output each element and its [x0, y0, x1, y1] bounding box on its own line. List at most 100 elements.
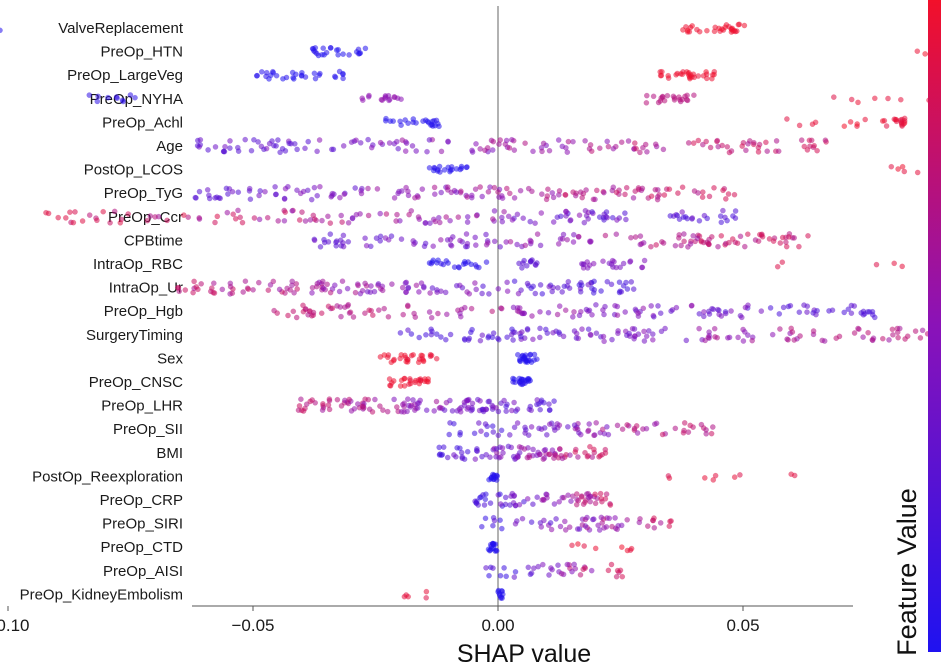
data-point — [503, 573, 510, 580]
data-point — [640, 305, 647, 312]
data-point — [294, 187, 300, 193]
data-point — [405, 593, 412, 600]
data-point — [724, 143, 731, 150]
data-point — [411, 310, 417, 317]
data-point — [720, 187, 726, 194]
data-point — [482, 515, 489, 522]
data-point — [550, 329, 556, 336]
data-point — [512, 569, 519, 575]
data-point — [117, 219, 124, 226]
data-point — [665, 72, 672, 79]
data-point — [405, 327, 411, 333]
data-point — [410, 116, 417, 122]
data-point — [468, 407, 475, 414]
data-point — [459, 455, 466, 462]
data-point — [706, 236, 712, 243]
data-point — [357, 139, 364, 146]
data-point — [565, 423, 571, 430]
data-point — [558, 452, 564, 459]
data-point — [556, 303, 563, 309]
data-point — [119, 97, 126, 103]
data-point — [695, 190, 701, 196]
data-point — [430, 243, 437, 249]
data-point — [505, 213, 512, 220]
data-point — [591, 432, 597, 439]
data-point — [880, 335, 886, 342]
data-point — [643, 100, 650, 106]
data-point — [696, 217, 703, 224]
data-point — [616, 279, 623, 286]
data-point — [455, 214, 462, 220]
data-point — [743, 147, 749, 154]
data-point — [385, 313, 392, 320]
data-point — [591, 446, 597, 453]
data-point — [489, 423, 496, 429]
data-point — [623, 184, 630, 191]
data-point — [627, 547, 634, 554]
data-point — [620, 260, 627, 267]
data-point — [622, 210, 628, 216]
data-point — [628, 234, 634, 241]
data-point — [695, 137, 702, 144]
data-point — [497, 572, 504, 579]
data-point — [685, 71, 691, 77]
feature-label: PreOp_KidneyEmbolism — [20, 586, 183, 603]
data-point — [522, 242, 529, 249]
data-point — [517, 187, 524, 194]
data-point — [672, 425, 679, 432]
data-point — [604, 278, 611, 285]
data-point — [609, 336, 615, 343]
data-point — [289, 207, 296, 214]
data-point — [473, 140, 479, 147]
data-point — [549, 447, 556, 453]
data-point — [525, 564, 532, 571]
data-point — [810, 328, 817, 334]
data-point — [327, 289, 334, 296]
data-point — [211, 290, 218, 296]
data-point — [536, 451, 543, 458]
data-point — [540, 561, 546, 568]
data-point — [589, 311, 595, 318]
data-point — [583, 187, 589, 193]
data-point — [493, 446, 500, 452]
data-point — [182, 287, 189, 293]
data-point — [316, 137, 323, 143]
data-point — [683, 337, 690, 344]
data-point — [463, 231, 470, 237]
data-point — [397, 330, 404, 336]
data-point — [698, 421, 705, 428]
data-point — [210, 280, 217, 287]
data-point — [490, 330, 497, 336]
data-point — [105, 94, 111, 101]
data-point — [777, 240, 784, 246]
feature-label: IntraOp_RBC — [93, 256, 183, 273]
data-point — [704, 27, 710, 34]
data-point — [791, 337, 798, 343]
data-point — [731, 191, 738, 198]
data-point — [632, 140, 638, 146]
data-point — [273, 191, 279, 198]
data-point — [759, 233, 766, 240]
data-point — [531, 351, 538, 358]
data-point — [399, 284, 406, 291]
data-point — [491, 238, 498, 245]
data-point — [389, 281, 395, 287]
data-point — [433, 398, 440, 405]
data-point — [552, 427, 558, 433]
data-point — [340, 143, 347, 149]
data-point — [317, 183, 323, 190]
data-point — [860, 308, 867, 315]
data-point — [490, 429, 497, 435]
data-point — [516, 501, 523, 508]
data-point — [593, 419, 600, 426]
data-point — [229, 188, 236, 195]
data-point — [601, 338, 607, 345]
data-point — [272, 183, 278, 190]
data-point — [643, 425, 650, 432]
data-point — [912, 328, 919, 334]
data-point — [398, 377, 405, 384]
data-point — [737, 233, 744, 240]
data-point — [573, 330, 580, 337]
data-point — [443, 214, 450, 220]
data-point — [603, 491, 610, 497]
